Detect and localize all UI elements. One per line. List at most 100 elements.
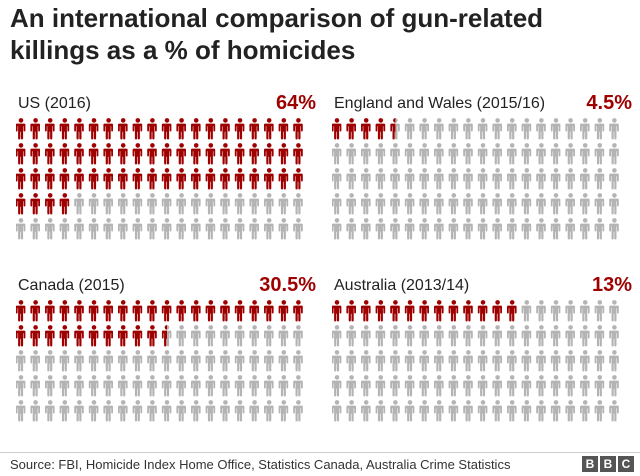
person-icon bbox=[234, 350, 245, 372]
person-icon bbox=[463, 168, 473, 190]
person-icon bbox=[536, 300, 546, 322]
person-icon bbox=[404, 118, 415, 140]
person-icon-highlight bbox=[103, 168, 113, 190]
person-icon bbox=[580, 300, 590, 322]
panel-us: US (2016) 64% bbox=[16, 92, 316, 244]
person-icon bbox=[492, 400, 502, 422]
person-icon-highlight bbox=[278, 118, 289, 140]
person-icon-highlight bbox=[132, 300, 143, 322]
person-icon bbox=[609, 375, 619, 397]
person-icon bbox=[609, 350, 619, 372]
person-icon bbox=[132, 350, 143, 372]
person-icon bbox=[59, 218, 70, 240]
person-icon-highlight bbox=[74, 143, 84, 165]
person-icon-highlight bbox=[59, 143, 70, 165]
person-icon bbox=[30, 218, 40, 240]
person-icon bbox=[74, 400, 84, 422]
person-icon-highlight bbox=[147, 168, 157, 190]
person-icon bbox=[507, 218, 517, 240]
person-icon bbox=[434, 350, 444, 372]
person-icon-highlight bbox=[234, 300, 245, 322]
person-icon bbox=[550, 168, 561, 190]
person-icon bbox=[118, 350, 128, 372]
person-icon bbox=[278, 193, 289, 215]
person-icon bbox=[332, 375, 342, 397]
person-icon-highlight bbox=[88, 300, 99, 322]
person-icon bbox=[448, 350, 459, 372]
person-icon-highlight bbox=[390, 300, 400, 322]
person-icon bbox=[361, 143, 371, 165]
person-icon bbox=[404, 400, 415, 422]
person-icon bbox=[521, 300, 532, 322]
person-icon bbox=[249, 350, 259, 372]
person-icon bbox=[59, 350, 70, 372]
person-icon-highlight bbox=[346, 300, 356, 322]
person-icon bbox=[332, 143, 342, 165]
person-icon-highlight bbox=[249, 168, 259, 190]
person-icon-highlight bbox=[191, 143, 201, 165]
person-icon bbox=[507, 193, 517, 215]
pictogram bbox=[16, 118, 303, 240]
person-icon-highlight bbox=[264, 118, 274, 140]
person-icon bbox=[59, 400, 70, 422]
person-icon-highlight bbox=[332, 118, 342, 140]
person-icon-highlight bbox=[249, 118, 259, 140]
person-icon bbox=[332, 400, 342, 422]
person-icon bbox=[434, 325, 444, 347]
person-icon-highlight bbox=[176, 143, 186, 165]
person-icon-highlight bbox=[147, 300, 157, 322]
person-icon bbox=[594, 193, 605, 215]
person-icon-highlight bbox=[88, 118, 99, 140]
pictogram bbox=[332, 300, 619, 422]
person-icon bbox=[580, 218, 590, 240]
person-icon bbox=[448, 168, 459, 190]
person-icon-highlight bbox=[463, 300, 473, 322]
person-icon-highlight bbox=[375, 300, 386, 322]
person-icon-highlight bbox=[118, 118, 128, 140]
person-icon bbox=[390, 218, 400, 240]
person-icon-highlight bbox=[88, 168, 99, 190]
person-icon bbox=[249, 375, 259, 397]
person-icon bbox=[594, 143, 605, 165]
panel-label: US (2016) bbox=[18, 95, 91, 112]
person-icon-highlight bbox=[176, 118, 186, 140]
person-icon bbox=[375, 143, 386, 165]
person-icon-highlight bbox=[264, 143, 274, 165]
person-icon-highlight bbox=[162, 325, 167, 347]
person-icon bbox=[293, 350, 303, 372]
person-icon bbox=[176, 375, 186, 397]
person-icon bbox=[477, 325, 488, 347]
person-icon bbox=[580, 118, 590, 140]
person-icon bbox=[565, 300, 575, 322]
person-icon bbox=[16, 400, 26, 422]
person-icon bbox=[565, 325, 575, 347]
person-icon bbox=[220, 193, 230, 215]
person-icon bbox=[45, 218, 55, 240]
person-icon bbox=[507, 143, 517, 165]
person-icon bbox=[332, 168, 342, 190]
person-icon bbox=[293, 218, 303, 240]
person-icon bbox=[346, 375, 356, 397]
person-icon bbox=[404, 193, 415, 215]
person-icon-highlight bbox=[390, 118, 396, 140]
person-icon-highlight bbox=[16, 143, 26, 165]
person-icon-highlight bbox=[234, 143, 245, 165]
person-icon-highlight bbox=[16, 118, 26, 140]
person-icon-highlight bbox=[30, 168, 40, 190]
person-icon bbox=[565, 143, 575, 165]
person-icon bbox=[332, 350, 342, 372]
person-icon bbox=[463, 375, 473, 397]
panel-value: 64% bbox=[275, 92, 316, 114]
person-icon-highlight bbox=[30, 300, 40, 322]
person-icon bbox=[448, 143, 459, 165]
pictogram bbox=[16, 300, 303, 422]
person-icon bbox=[419, 168, 429, 190]
person-icon bbox=[16, 218, 26, 240]
person-icon bbox=[594, 325, 605, 347]
person-icon-highlight bbox=[118, 325, 128, 347]
person-icon-highlight bbox=[205, 118, 216, 140]
person-icon bbox=[346, 193, 356, 215]
person-icon-highlight bbox=[278, 168, 289, 190]
person-icon-highlight bbox=[45, 168, 55, 190]
person-icon bbox=[176, 350, 186, 372]
